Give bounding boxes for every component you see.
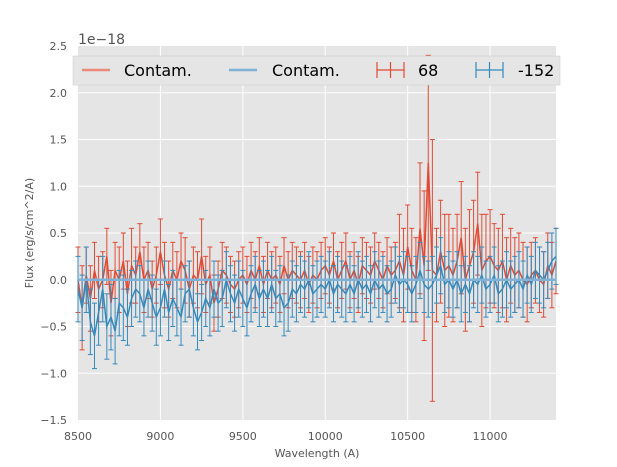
y-tick-label: 0.0 (50, 274, 68, 287)
y-tick-label: −1.0 (40, 367, 67, 380)
y-offset-label: 1e−18 (78, 32, 125, 48)
x-tick-label: 9500 (229, 430, 257, 443)
y-tick-label: 1.5 (50, 134, 68, 147)
y-tick-label: 0.5 (50, 227, 68, 240)
legend-marker-152 (475, 62, 504, 78)
x-axis-label: Wavelength (A) (275, 447, 360, 460)
y-tick-label: 2.0 (50, 87, 68, 100)
legend-label-68: 68 (418, 61, 438, 80)
series-line-152 (77, 255, 557, 337)
y-tick-label: −1.5 (40, 414, 67, 427)
y-tick-label: −0.5 (40, 321, 67, 334)
y-tick-label: 1.0 (50, 180, 68, 193)
legend-label-contam-blue: Contam. (272, 61, 340, 80)
ticks: 8500 9000 9500 10000 10500 11000 −1.5 −1.0 −0.5 0… (40, 40, 507, 443)
y-axis-label: Flux (erg/s/cm^2/A) (23, 178, 36, 288)
legend-label-contam-red: Contam. (124, 61, 192, 80)
y-tick-label: 2.5 (50, 40, 68, 53)
x-tick-label: 11000 (473, 430, 508, 443)
x-tick-label: 9000 (146, 430, 174, 443)
legend: Contam. Contam. 68 -152 (72, 55, 561, 86)
legend-marker-68 (376, 62, 405, 78)
x-tick-label: 10000 (308, 430, 343, 443)
legend-label-152: -152 (518, 61, 554, 80)
x-tick-label: 8500 (64, 430, 92, 443)
x-tick-label: 10500 (390, 430, 425, 443)
series-layer (75, 54, 559, 402)
